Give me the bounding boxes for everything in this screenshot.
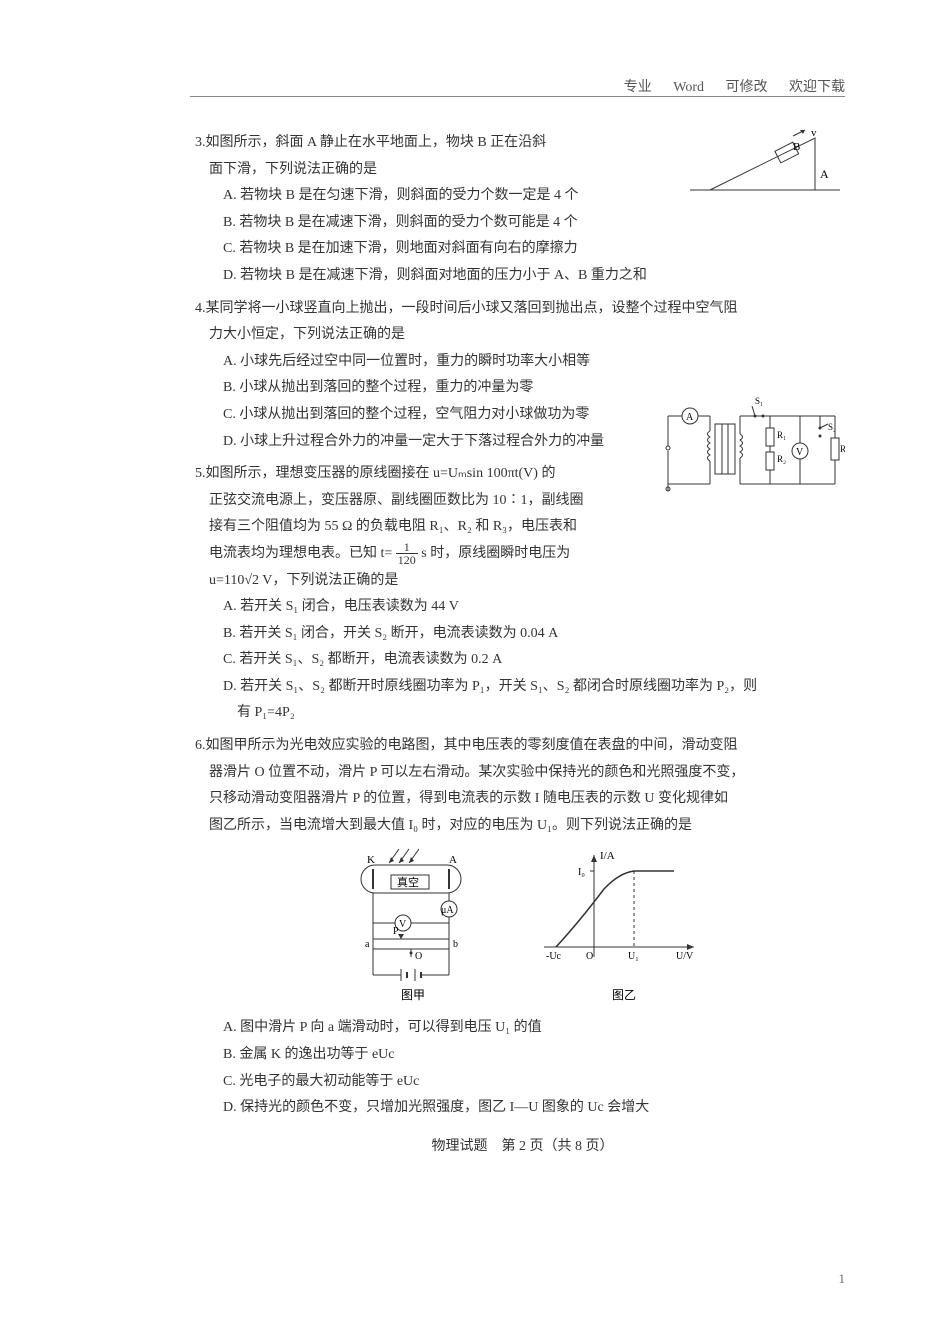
question-6: 6.如图甲所示为光电效应实验的电路图，其中电压表的零刻度值在表盘的中间，滑动变阻…: [195, 733, 850, 1122]
q5-opt-a: A. 若开关 S₁ 闭合，电压表读数为 44 V: [195, 594, 850, 621]
q6-fig-K: K: [367, 854, 375, 866]
q3-line: 3.如图所示，斜面 A 静止在水平地面上，物块 B 正在沿斜: [195, 130, 850, 157]
q5-line4: 电流表均为理想电表。已知 t= 1120 s 时，原线圈瞬时电压为: [195, 541, 850, 568]
q5-l4a: 电流表均为理想电表。已知 t=: [209, 546, 392, 561]
q4-line2: 力大小恒定，下列说法正确的是: [195, 322, 850, 349]
q6-fig-a: a: [365, 939, 370, 950]
q3-num: 3.: [195, 135, 206, 150]
q5-frac-d: 120: [396, 554, 418, 566]
q6-figure-left: K A 真空 μA V a b: [331, 847, 511, 1007]
q6-l1: 如图甲所示为光电效应实验的电路图，其中电压表的零刻度值在表盘的中间，滑动变阻: [206, 738, 738, 753]
q5-opt-d2: 有 P₁=4P₂: [195, 700, 850, 727]
header-rule: [190, 96, 845, 97]
q3-l1: 如图所示，斜面 A 静止在水平地面上，物块 B 正在沿斜: [206, 135, 547, 150]
q3-opt-d: D. 若物块 B 是在减速下滑，则斜面对地面的压力小于 A、B 重力之和: [195, 263, 850, 290]
q5-l4b: s 时，原线圈瞬时电压为: [421, 546, 570, 561]
q6-fig-I0: I₀: [578, 867, 585, 878]
document-header: 专业 Word 可修改 欢迎下载: [606, 76, 845, 96]
q6-fig-left-caption: 图甲: [401, 988, 425, 1002]
q6-fig-A: A: [449, 854, 457, 866]
q6-figures: K A 真空 μA V a b: [195, 847, 850, 1007]
q5-opt-c: C. 若开关 S₁、S₂ 都断开，电流表读数为 0.2 A: [195, 647, 850, 674]
q6-fig-b: b: [453, 939, 458, 950]
q3-opt-a: A. 若物块 B 是在匀速下滑，则斜面的受力个数一定是 4 个: [195, 183, 850, 210]
q6-opt-b: B. 金属 K 的逸出功等于 eUc: [195, 1042, 850, 1069]
q6-fig-xlabel: U/V: [676, 951, 694, 962]
q6-opt-d: D. 保持光的颜色不变，只增加光照强度，图乙 I—U 图象的 Uc 会增大: [195, 1095, 850, 1122]
page-content: 3.如图所示，斜面 A 静止在水平地面上，物块 B 正在沿斜 面下滑，下列说法正…: [195, 130, 850, 1160]
q4-opt-d: D. 小球上升过程合外力的冲量一定大于下落过程合外力的冲量: [195, 429, 850, 456]
q6-opt-a: A. 图中滑片 P 向 a 端滑动时，可以得到电压 U₁ 的值: [195, 1015, 850, 1042]
header-word-1: 专业: [624, 80, 652, 95]
q6-fig-right-caption: 图乙: [612, 988, 636, 1002]
q5-fraction: 1120: [396, 541, 418, 566]
q6-opt-c: C. 光电子的最大初动能等于 eUc: [195, 1069, 850, 1096]
q5-line2: 正弦交流电源上，变压器原、副线圈匝数比为 10∶1，副线圈: [195, 488, 850, 515]
q6-fig-vac: 真空: [397, 875, 419, 889]
page-footer: 物理试题 第 2 页（共 8 页）: [195, 1134, 850, 1161]
question-3: 3.如图所示，斜面 A 静止在水平地面上，物块 B 正在沿斜 面下滑，下列说法正…: [195, 130, 850, 290]
q6-fig-origin: O: [586, 951, 593, 962]
q4-l1: 某同学将一小球竖直向上抛出，一段时间后小球又落回到抛出点，设整个过程中空气阻: [206, 301, 738, 316]
q6-line3: 只移动滑动变阻器滑片 P 的位置，得到电流表的示数 I 随电压表的示数 U 变化…: [195, 786, 850, 813]
q5-line3: 接有三个阻值均为 55 Ω 的负载电阻 R₁、R₂ 和 R₃，电压表和: [195, 514, 850, 541]
q6-line4: 图乙所示，当电流增大到最大值 I₀ 时，对应的电压为 U₁。则下列说法正确的是: [195, 813, 850, 840]
q6-fig-Uc: -Uc: [546, 951, 562, 962]
q5-l1: 如图所示，理想变压器的原线圈接在 u=Uₘsin 100πt(V) 的: [206, 466, 556, 481]
q3-opt-c: C. 若物块 B 是在加速下滑，则地面对斜面有向右的摩擦力: [195, 236, 850, 263]
q4-line: 4.某同学将一小球竖直向上抛出，一段时间后小球又落回到抛出点，设整个过程中空气阻: [195, 296, 850, 323]
q3-line2: 面下滑，下列说法正确的是: [195, 157, 850, 184]
q6-line2: 器滑片 O 位置不动，滑片 P 可以左右滑动。某次实验中保持光的颜色和光照强度不…: [195, 760, 850, 787]
question-5: 5.如图所示，理想变压器的原线圈接在 u=Uₘsin 100πt(V) 的 正弦…: [195, 461, 850, 727]
q6-num: 6.: [195, 738, 206, 753]
q5-opt-b: B. 若开关 S₁ 闭合，开关 S₂ 断开，电流表读数为 0.04 A: [195, 621, 850, 648]
q3-opt-b: B. 若物块 B 是在减速下滑，则斜面的受力个数可能是 4 个: [195, 210, 850, 237]
q6-fig-O: O: [415, 951, 422, 962]
q4-opt-b: B. 小球从抛出到落回的整个过程，重力的冲量为零: [195, 375, 850, 402]
q5-opt-d1: D. 若开关 S₁、S₂ 都断开时原线圈功率为 P₁，开关 S₁、S₂ 都闭合时…: [195, 674, 850, 701]
q5-line5: u=110√2 V，下列说法正确的是: [195, 568, 850, 595]
q6-fig-P: P: [393, 926, 399, 937]
q4-num: 4.: [195, 301, 206, 316]
q4-opt-c: C. 小球从抛出到落回的整个过程，空气阻力对小球做功为零: [195, 402, 850, 429]
page-number: 1: [839, 1271, 846, 1287]
q5-line: 5.如图所示，理想变压器的原线圈接在 u=Uₘsin 100πt(V) 的: [195, 461, 850, 488]
q6-fig-U1: U₁: [628, 951, 639, 962]
q5-num: 5.: [195, 466, 206, 481]
q6-fig-ylabel: I/A: [600, 850, 615, 862]
header-word-2: Word: [673, 80, 704, 95]
q4-opt-a: A. 小球先后经过空中同一位置时，重力的瞬时功率大小相等: [195, 349, 850, 376]
question-4: 4.某同学将一小球竖直向上抛出，一段时间后小球又落回到抛出点，设整个过程中空气阻…: [195, 296, 850, 456]
q6-line: 6.如图甲所示为光电效应实验的电路图，其中电压表的零刻度值在表盘的中间，滑动变阻: [195, 733, 850, 760]
q6-fig-uA: μA: [441, 905, 454, 916]
q6-fig-V: V: [399, 919, 407, 930]
header-word-4: 欢迎下载: [789, 80, 845, 95]
q6-figure-right: I/A I₀ U₁ -Uc O U/V 图乙: [534, 847, 714, 1007]
header-word-3: 可修改: [726, 80, 768, 95]
